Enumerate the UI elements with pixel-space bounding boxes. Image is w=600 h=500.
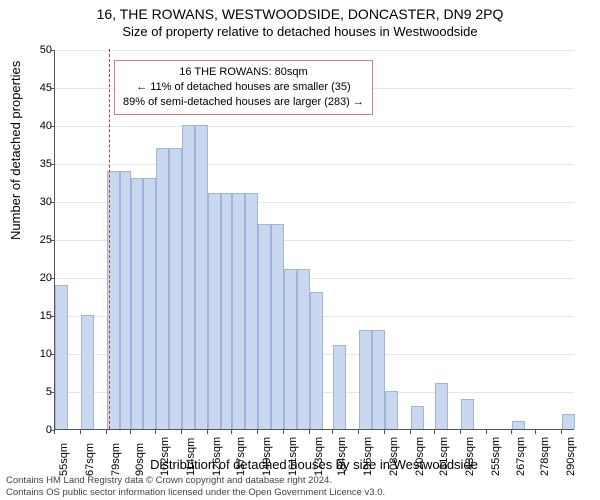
xtick-mark [460, 430, 461, 434]
xtick-mark [486, 430, 487, 434]
ytick-mark [50, 88, 54, 89]
histogram-bar [232, 193, 245, 429]
histogram-bar [385, 391, 398, 429]
histogram-bar [512, 421, 525, 429]
histogram-bar [284, 269, 297, 429]
chart-area: 16 THE ROWANS: 80sqm ← 11% of detached h… [54, 50, 574, 430]
ytick-mark [50, 202, 54, 203]
ytick-mark [50, 316, 54, 317]
ytick-mark [50, 126, 54, 127]
gridline [55, 126, 574, 127]
xtick-mark [561, 430, 562, 434]
ytick-label: 50 [30, 44, 52, 56]
ytick-label: 20 [30, 272, 52, 284]
gridline [55, 50, 574, 51]
xtick-mark [54, 430, 55, 434]
footer-line1: Contains HM Land Registry data © Crown c… [6, 475, 594, 486]
ytick-label: 40 [30, 120, 52, 132]
histogram-bar [333, 345, 346, 429]
ytick-label: 15 [30, 310, 52, 322]
histogram-bar [221, 193, 232, 429]
footer-line2: Contains OS public sector information li… [6, 487, 594, 498]
xtick-mark [410, 430, 411, 434]
annotation-line3: 89% of semi-detached houses are larger (… [123, 95, 364, 110]
xtick-mark [332, 430, 333, 434]
histogram-bar [182, 125, 195, 429]
ytick-mark [50, 354, 54, 355]
chart-title-sub: Size of property relative to detached ho… [0, 22, 600, 39]
ytick-label: 35 [30, 158, 52, 170]
ytick-label: 10 [30, 348, 52, 360]
xtick-mark [535, 430, 536, 434]
reference-line [109, 49, 110, 429]
histogram-bar [208, 193, 221, 429]
histogram-bar [562, 414, 575, 429]
annotation-box: 16 THE ROWANS: 80sqm ← 11% of detached h… [114, 60, 373, 115]
ytick-mark [50, 164, 54, 165]
xtick-mark [106, 430, 107, 434]
annotation-line1: 16 THE ROWANS: 80sqm [123, 65, 364, 80]
xtick-mark [231, 430, 232, 434]
ytick-mark [50, 278, 54, 279]
xtick-mark [283, 430, 284, 434]
histogram-bar [372, 330, 385, 429]
histogram-bar [143, 178, 156, 429]
xtick-mark [257, 430, 258, 434]
ytick-label: 25 [30, 234, 52, 246]
histogram-bar [310, 292, 323, 429]
ytick-label: 0 [30, 424, 52, 436]
histogram-bar [245, 193, 258, 429]
histogram-bar [461, 399, 474, 429]
gridline [55, 164, 574, 165]
histogram-bar [435, 383, 448, 429]
histogram-bar [195, 125, 208, 429]
xtick-mark [130, 430, 131, 434]
chart-title-main: 16, THE ROWANS, WESTWOODSIDE, DONCASTER,… [0, 0, 600, 22]
xtick-mark [207, 430, 208, 434]
histogram-bar [120, 171, 131, 429]
histogram-bar [55, 285, 68, 429]
histogram-bar [81, 315, 94, 429]
ytick-label: 45 [30, 82, 52, 94]
histogram-bar [297, 269, 310, 429]
ytick-label: 30 [30, 196, 52, 208]
xtick-mark [434, 430, 435, 434]
histogram-bar [411, 406, 424, 429]
xtick-mark [181, 430, 182, 434]
ytick-mark [50, 240, 54, 241]
histogram-bar [131, 178, 144, 429]
histogram-bar [359, 330, 372, 429]
ytick-label: 5 [30, 386, 52, 398]
histogram-bar [271, 224, 284, 429]
x-axis-label: Distribution of detached houses by size … [54, 457, 574, 472]
histogram-bar [156, 148, 169, 429]
y-axis-label: Number of detached properties [8, 61, 23, 240]
xtick-mark [358, 430, 359, 434]
footer-attribution: Contains HM Land Registry data © Crown c… [6, 475, 594, 498]
xtick-mark [384, 430, 385, 434]
histogram-bar [169, 148, 182, 429]
ytick-mark [50, 392, 54, 393]
annotation-line2: ← 11% of detached houses are smaller (35… [123, 80, 364, 95]
xtick-mark [155, 430, 156, 434]
histogram-bar [258, 224, 271, 429]
xtick-mark [511, 430, 512, 434]
xtick-mark [80, 430, 81, 434]
ytick-mark [50, 50, 54, 51]
xtick-mark [309, 430, 310, 434]
